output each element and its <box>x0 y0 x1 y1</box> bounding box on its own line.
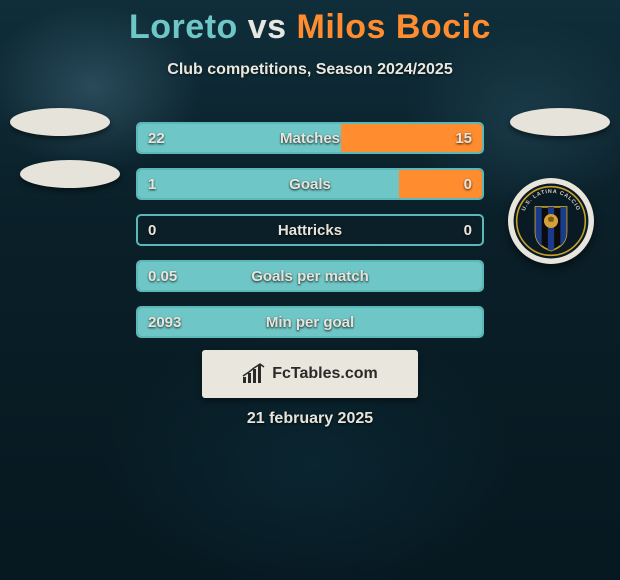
bar-left <box>138 262 482 290</box>
bar-chart-icon <box>242 363 266 385</box>
left-club-placeholder-1 <box>10 108 110 168</box>
page-title: Loreto vs Milos Bocic <box>0 0 620 47</box>
stat-right-value: 0 <box>464 216 472 244</box>
club-crest-icon: U.S. LATINA CALCIO <box>512 182 590 260</box>
stat-row: 2215Matches <box>136 122 484 154</box>
bar-left <box>138 308 482 336</box>
stat-row: 0.05Goals per match <box>136 260 484 292</box>
stat-row: 2093Min per goal <box>136 306 484 338</box>
bar-left <box>138 170 399 198</box>
bar-left <box>138 124 341 152</box>
stats-block: 2215Matches10Goals00Hattricks0.05Goals p… <box>136 122 484 352</box>
comparison-card: Loreto vs Milos Bocic Club competitions,… <box>0 0 620 580</box>
right-club-placeholder-1 <box>510 108 610 168</box>
date-label: 21 february 2025 <box>0 410 620 428</box>
stat-row: 10Goals <box>136 168 484 200</box>
vs-label: vs <box>248 8 287 46</box>
stat-left-value: 1 <box>148 170 156 198</box>
stat-left-value: 2093 <box>148 308 181 336</box>
brand-card: FcTables.com <box>202 350 418 398</box>
ellipse-icon <box>20 160 120 188</box>
stat-label: Hattricks <box>138 216 482 244</box>
subtitle: Club competitions, Season 2024/2025 <box>0 61 620 79</box>
player2-name: Milos Bocic <box>297 8 491 46</box>
ellipse-icon <box>10 108 110 136</box>
stat-left-value: 0 <box>148 216 156 244</box>
right-club-badge: U.S. LATINA CALCIO <box>508 178 594 264</box>
stat-right-value: 15 <box>455 124 472 152</box>
ellipse-icon <box>510 108 610 136</box>
brand-label: FcTables.com <box>272 365 378 383</box>
stat-left-value: 22 <box>148 124 165 152</box>
stat-left-value: 0.05 <box>148 262 177 290</box>
stat-right-value: 0 <box>464 170 472 198</box>
stat-row: 0 0Hattricks <box>136 214 484 246</box>
player1-name: Loreto <box>129 8 238 46</box>
left-club-placeholder-2 <box>20 160 120 220</box>
